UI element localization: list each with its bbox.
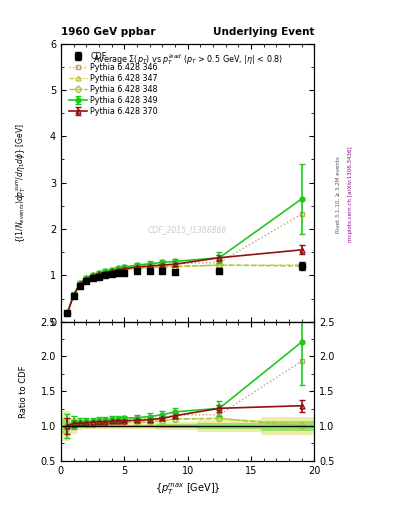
Pythia 6.428 348 [299,263,304,269]
Legend: CDF, Pythia 6.428 346, Pythia 6.428 347, Pythia 6.428 348, Pythia 6.428 349, Pyt: CDF, Pythia 6.428 346, Pythia 6.428 347,… [68,50,159,118]
Pythia 6.428 346 [299,211,304,217]
Pythia 6.428 348 [77,281,82,287]
Text: CDF_2015_I1388868: CDF_2015_I1388868 [148,225,227,234]
Text: Underlying Event: Underlying Event [213,27,314,37]
Line: Pythia 6.428 346: Pythia 6.428 346 [65,211,304,316]
Pythia 6.428 348 [147,264,152,270]
Pythia 6.428 348 [173,264,177,270]
Pythia 6.428 348 [116,268,120,274]
Y-axis label: $\{(1/N_{events}) dp_T^{sum}/d\eta_1 d\phi\}$ [GeV]: $\{(1/N_{events}) dp_T^{sum}/d\eta_1 d\p… [15,122,28,243]
Pythia 6.428 348 [160,264,165,270]
Text: 1960 GeV ppbar: 1960 GeV ppbar [61,27,155,37]
Pythia 6.428 346 [116,266,120,272]
Pythia 6.428 348 [103,270,108,276]
Line: Pythia 6.428 347: Pythia 6.428 347 [65,263,304,316]
Pythia 6.428 347 [103,270,108,276]
Pythia 6.428 347 [122,267,127,273]
Pythia 6.428 346 [90,272,95,279]
Pythia 6.428 347 [71,292,76,298]
Text: Rivet 3.1.10, ≥ 3.2M events: Rivet 3.1.10, ≥ 3.2M events [336,156,341,233]
Pythia 6.428 346 [65,310,70,316]
Y-axis label: Ratio to CDF: Ratio to CDF [19,365,28,417]
Pythia 6.428 347 [299,262,304,268]
Pythia 6.428 346 [122,264,127,270]
Pythia 6.428 347 [116,268,120,274]
Pythia 6.428 346 [160,261,165,267]
Pythia 6.428 347 [173,264,177,270]
Line: Pythia 6.428 348: Pythia 6.428 348 [65,263,304,316]
Text: Average $\Sigma(p_T)$ vs $p_T^{lead}$ ($p_T$ > 0.5 GeV, $|\eta|$ < 0.8): Average $\Sigma(p_T)$ vs $p_T^{lead}$ ($… [93,52,283,67]
Pythia 6.428 347 [147,264,152,270]
Pythia 6.428 347 [160,264,165,270]
Pythia 6.428 346 [77,281,82,287]
Pythia 6.428 347 [97,272,101,278]
Pythia 6.428 347 [84,276,89,283]
Pythia 6.428 346 [84,275,89,282]
X-axis label: $\{p_T^{max}$ [GeV]$\}$: $\{p_T^{max}$ [GeV]$\}$ [155,481,220,497]
Pythia 6.428 346 [103,269,108,275]
Pythia 6.428 346 [135,263,140,269]
Pythia 6.428 348 [97,272,101,278]
Pythia 6.428 346 [109,267,114,273]
Pythia 6.428 348 [90,273,95,280]
Pythia 6.428 346 [147,262,152,268]
Pythia 6.428 348 [122,267,127,273]
Pythia 6.428 347 [217,262,222,268]
Pythia 6.428 346 [71,292,76,298]
Pythia 6.428 348 [109,269,114,275]
Pythia 6.428 346 [173,261,177,267]
Pythia 6.428 348 [84,276,89,283]
Pythia 6.428 348 [217,262,222,268]
Pythia 6.428 347 [65,310,70,316]
Text: mcplots.cern.ch [arXiv:1306.3436]: mcplots.cern.ch [arXiv:1306.3436] [348,147,353,242]
Pythia 6.428 347 [77,281,82,287]
Pythia 6.428 347 [135,265,140,271]
Pythia 6.428 348 [135,265,140,271]
Pythia 6.428 348 [71,292,76,298]
Pythia 6.428 346 [97,270,101,276]
Pythia 6.428 347 [109,269,114,275]
Pythia 6.428 348 [65,310,70,316]
Pythia 6.428 346 [217,259,222,265]
Pythia 6.428 347 [90,273,95,280]
